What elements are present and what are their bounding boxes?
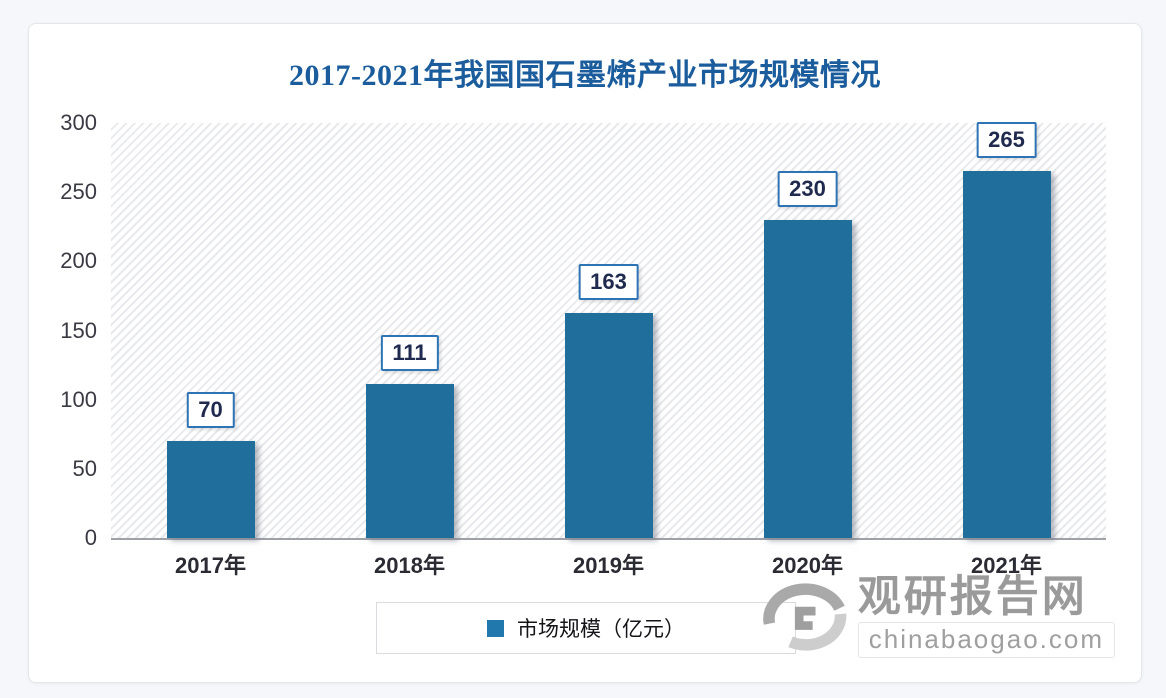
legend-marker-icon	[487, 619, 504, 637]
x-category-label: 2021年	[971, 553, 1042, 578]
bar-slot: 230	[708, 123, 907, 538]
bar-2020年	[763, 219, 852, 538]
watermark-domain-box: chinabaogao.com	[857, 622, 1115, 658]
x-category-label: 2019年	[573, 553, 644, 578]
y-tick-label: 50	[72, 455, 97, 481]
watermark-domain: chinabaogao.com	[868, 624, 1104, 654]
value-label: 70	[186, 392, 235, 429]
bar-2019年	[564, 312, 653, 538]
bar-slot: 265	[907, 122, 1106, 538]
chart-title: 2017-2021年我国国石墨烯产业市场规模情况	[289, 59, 881, 92]
y-tick-label: 150	[60, 317, 97, 343]
value-label: 111	[380, 335, 439, 372]
watermark-texts: 观研报告网 chinabaogao.com	[857, 572, 1115, 658]
bar-2018年	[365, 384, 454, 538]
bar-2017年	[166, 441, 255, 538]
value-label: 230	[777, 170, 838, 207]
swirl-logo-icon	[756, 575, 852, 658]
legend-label: 市场规模（亿元）	[517, 618, 685, 641]
x-axis: 2017年 2018年 2019年 2020年 2021年	[111, 548, 1106, 580]
y-tick-label: 250	[60, 179, 97, 205]
watermark: 观研报告网 chinabaogao.com	[756, 572, 1115, 658]
plot-area: 70 111 163 230 265	[111, 122, 1106, 540]
x-category-label: 2017年	[175, 553, 246, 578]
bar-2021年	[962, 171, 1051, 538]
y-axis: 0 50 100 150 200 250 300	[29, 110, 103, 550]
bar-slot: 111	[310, 123, 509, 538]
y-tick-label: 200	[60, 248, 97, 274]
x-category-label: 2018年	[374, 553, 445, 578]
chart-card: 2017-2021年我国国石墨烯产业市场规模情况 0 50 100 150 200 250…	[28, 23, 1142, 683]
bar-slot: 70	[111, 123, 310, 538]
watermark-name: 观研报告网	[857, 572, 1088, 621]
y-tick-label: 100	[60, 386, 97, 412]
value-label: 163	[578, 263, 639, 300]
value-label: 265	[976, 122, 1037, 159]
x-category-label: 2020年	[772, 553, 843, 578]
y-tick-label: 300	[60, 110, 97, 135]
y-tick-label: 0	[84, 525, 97, 550]
legend: 市场规模（亿元）	[376, 602, 796, 654]
bar-slot: 163	[509, 123, 708, 538]
